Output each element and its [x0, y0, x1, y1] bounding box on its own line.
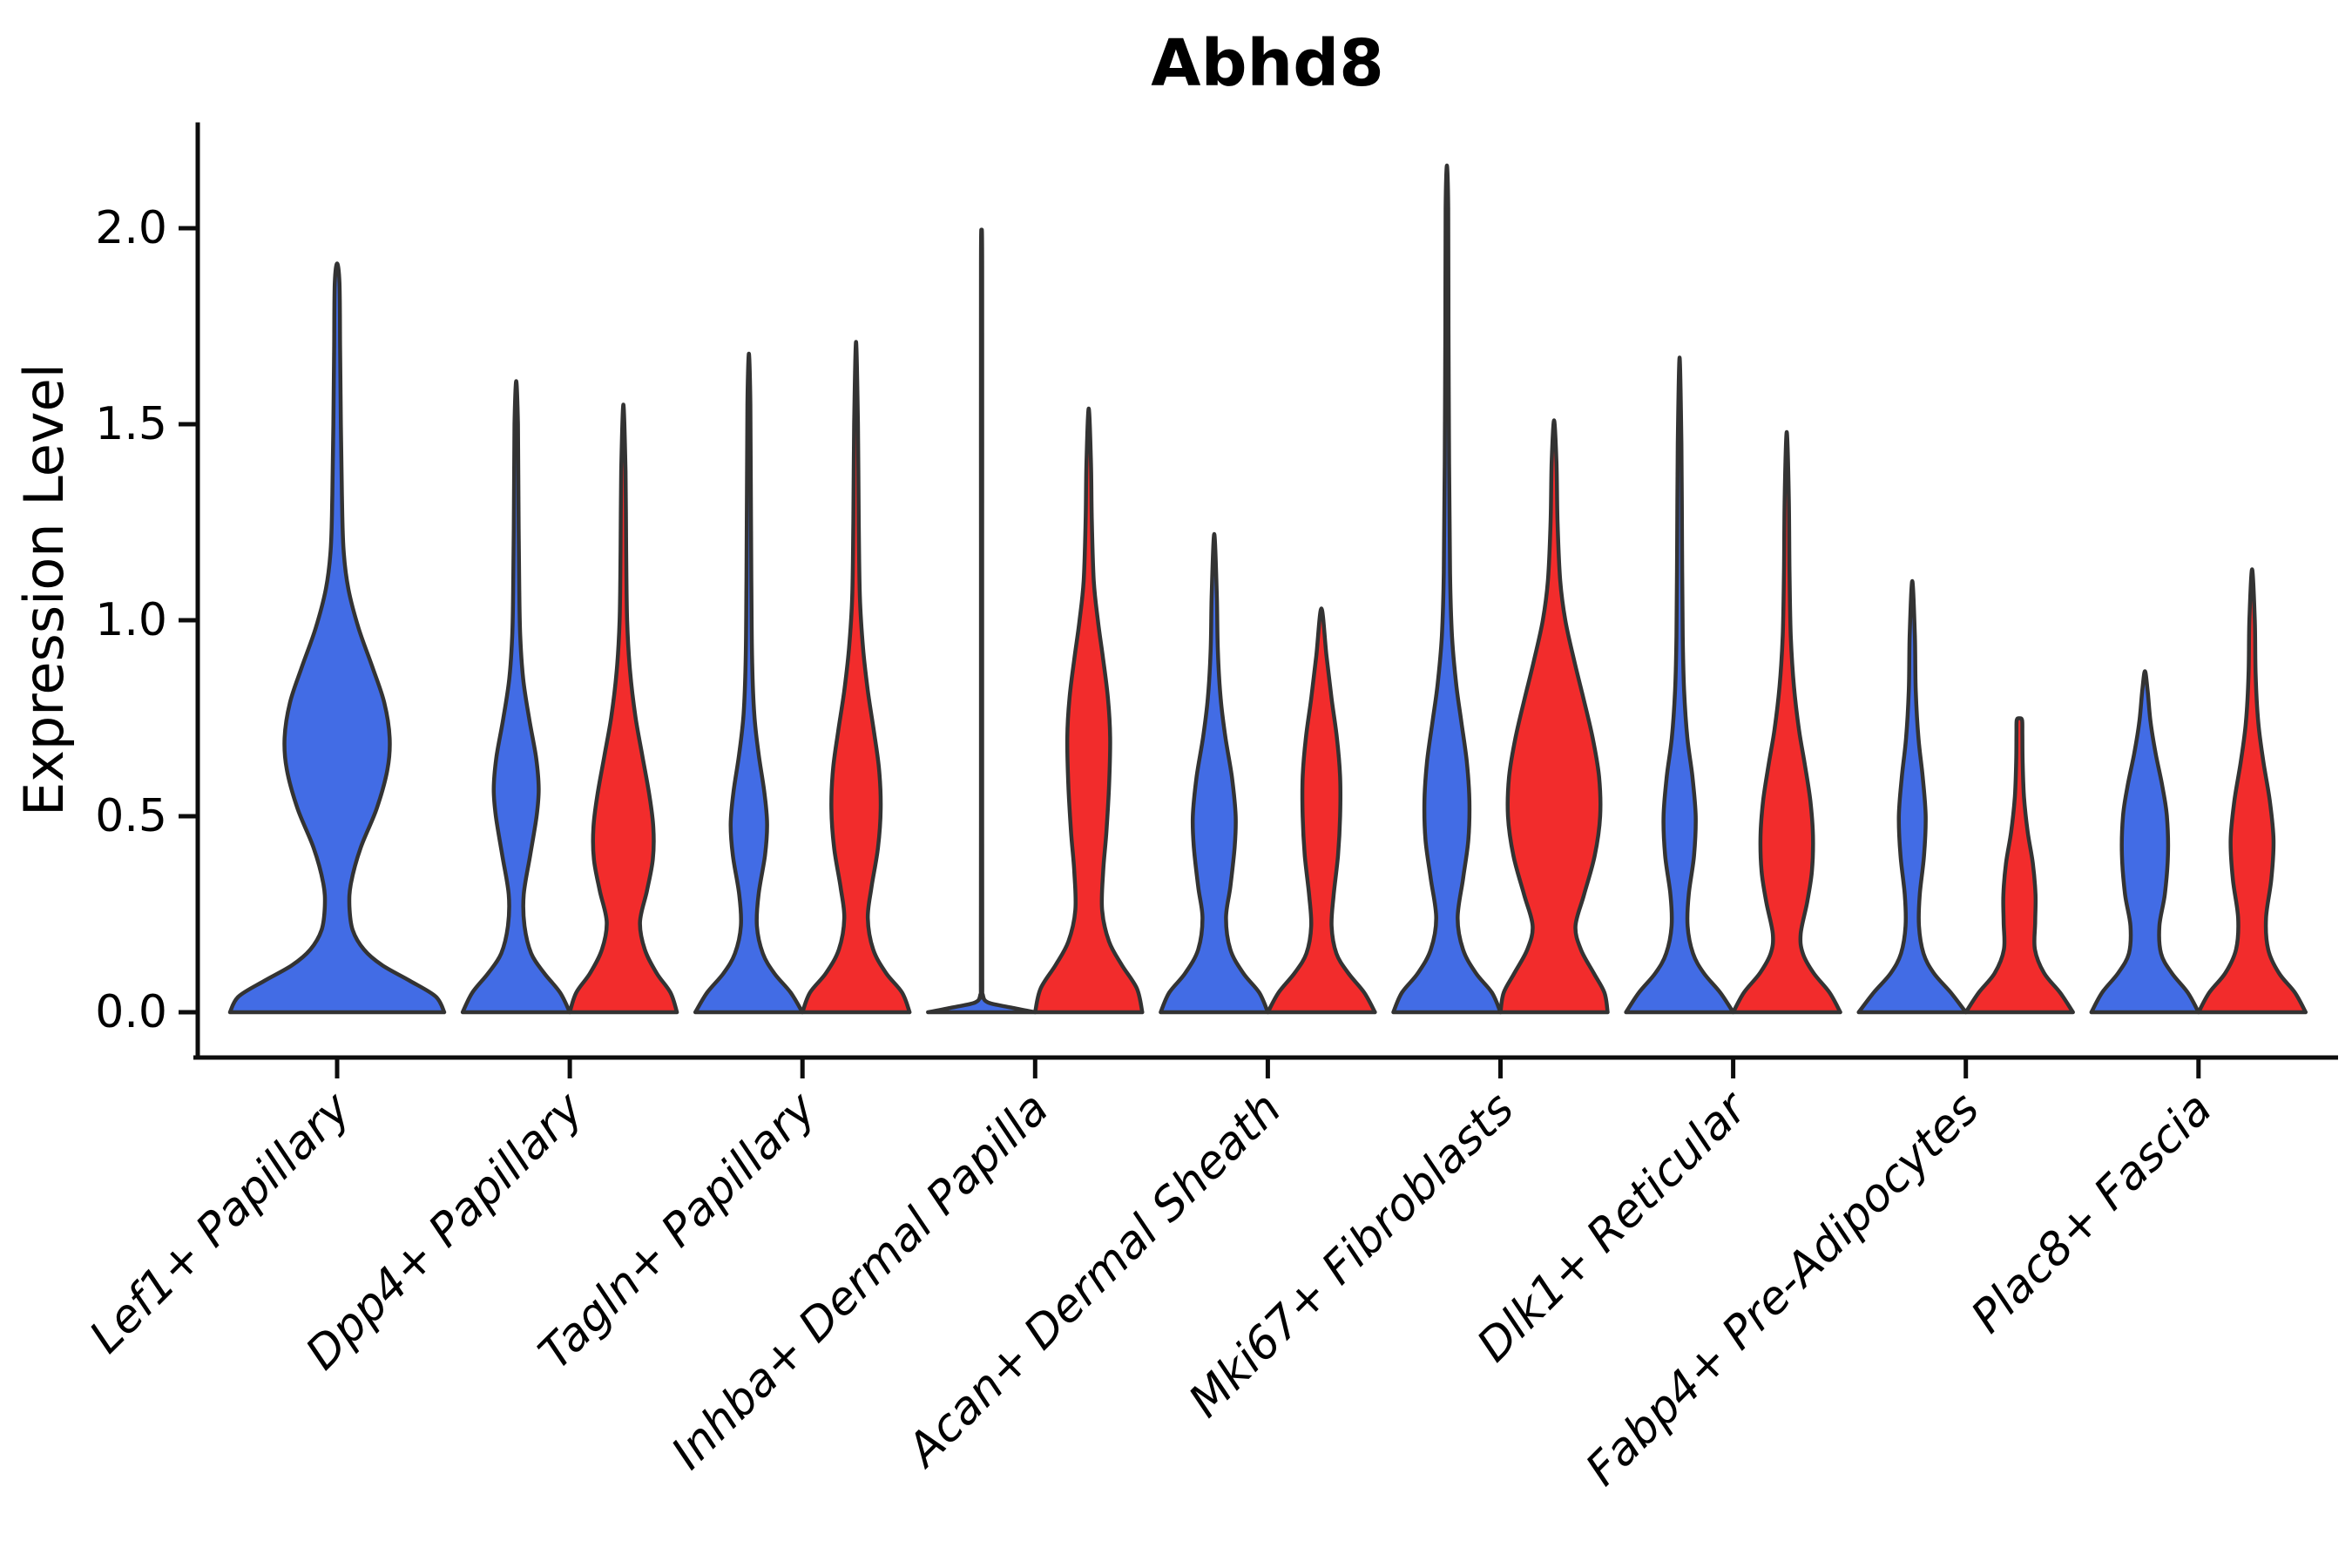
x-tick-label: Plac8+ Fascia: [1962, 1083, 2222, 1343]
y-tick-label: 2.0: [95, 202, 167, 254]
violin-red-6: [1731, 429, 1842, 1015]
x-tick-label: Acan+ Dermal Sheath: [896, 1083, 1292, 1478]
violin-blue-5: [1391, 163, 1503, 1015]
y-tick-label: 1.5: [95, 398, 167, 450]
violin-red-2: [800, 340, 912, 1015]
violin-blue-2: [693, 351, 805, 1015]
chart-title: Abhd8: [1151, 26, 1383, 101]
violin-red-8: [2196, 567, 2308, 1015]
violin-red-1: [567, 402, 679, 1015]
violin-red-5: [1498, 418, 1610, 1015]
y-axis-label: Expression Level: [12, 363, 76, 816]
violin-blue-3: [926, 227, 1037, 1015]
y-tick-label: 0.0: [95, 986, 167, 1038]
x-tick-label: Inhba+ Dermal Papilla: [662, 1083, 1059, 1480]
x-tick-label: Fabp4+ Pre-Adipocytes: [1576, 1083, 1990, 1497]
y-tick-label: 1.0: [95, 594, 167, 646]
violin-red-3: [1033, 406, 1145, 1015]
y-tick-label: 0.5: [95, 790, 167, 842]
violin-blue-7: [1856, 578, 1968, 1015]
violin-blue-1: [460, 379, 572, 1015]
violin-blue-4: [1159, 531, 1270, 1015]
violin-blue-8: [2089, 669, 2201, 1015]
violins-layer: [227, 163, 2308, 1015]
violin-blue-6: [1624, 355, 1735, 1015]
violin-red-4: [1266, 606, 1377, 1015]
violin-blue-0: [227, 261, 447, 1015]
violin-red-7: [1963, 716, 2075, 1015]
